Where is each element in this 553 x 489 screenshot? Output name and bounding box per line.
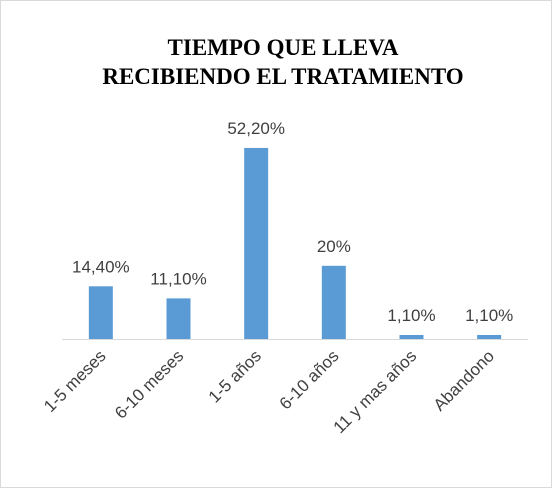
value-label: 52,20%: [227, 119, 285, 138]
value-label: 14,40%: [72, 257, 130, 276]
chart-title: TIEMPO QUE LLEVA: [168, 35, 399, 60]
chart-title: RECIBIENDO EL TRATAMIENTO: [102, 64, 463, 89]
bar: [321, 265, 346, 339]
bar: [244, 147, 269, 339]
value-label: 20%: [317, 237, 351, 256]
value-label: 1,10%: [465, 306, 513, 325]
value-label: 1,10%: [387, 306, 435, 325]
bar: [477, 334, 502, 339]
bar: [166, 298, 191, 339]
value-label: 11,10%: [150, 269, 206, 288]
bar: [399, 334, 424, 339]
bar: [88, 286, 113, 339]
